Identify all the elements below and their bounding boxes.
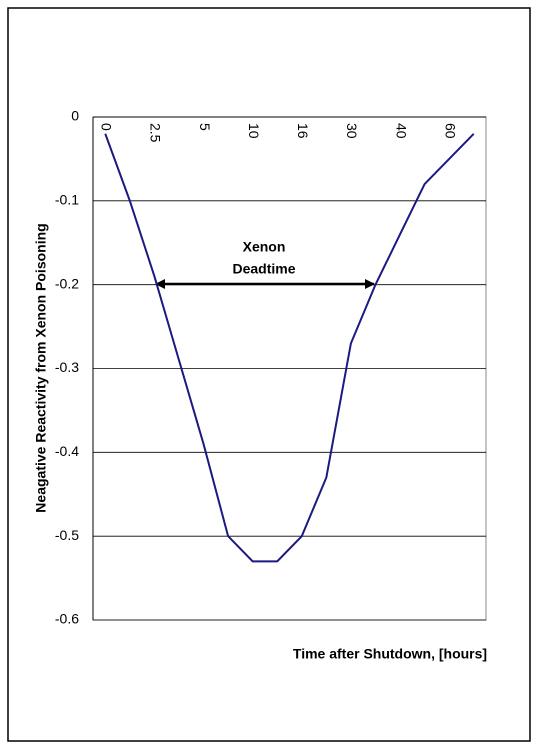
y-tick-label: -0.5 [55, 527, 79, 543]
line [104, 133, 475, 563]
x-tick-label: 10 [246, 123, 262, 139]
annotation: Xenon [243, 239, 286, 255]
y-tick-label: -0.6 [55, 611, 79, 627]
y-tick-label: 0 [71, 108, 79, 124]
x-tick-label: 40 [393, 123, 409, 139]
y-tick-label: -0.4 [55, 443, 79, 459]
x-tick-label: 30 [344, 123, 360, 139]
x-tick-label: 5 [197, 123, 213, 131]
x-tick-label: 0 [99, 123, 115, 131]
y-tick-label: -0.1 [55, 192, 79, 208]
y-tick-label: -0.3 [55, 359, 79, 375]
frame [7, 7, 531, 742]
y-tick-label: -0.2 [55, 275, 79, 291]
y-axis-label: Neagative Reactivity from Xenon Poisonin… [33, 223, 49, 512]
x-axis-label: Time after Shutdown, [hours] [293, 646, 487, 662]
x-tick-label: 60 [442, 123, 458, 139]
annotation: Deadtime [232, 261, 295, 277]
x-tick-label: 2.5 [148, 123, 164, 143]
x-tick-label: 16 [295, 123, 311, 139]
